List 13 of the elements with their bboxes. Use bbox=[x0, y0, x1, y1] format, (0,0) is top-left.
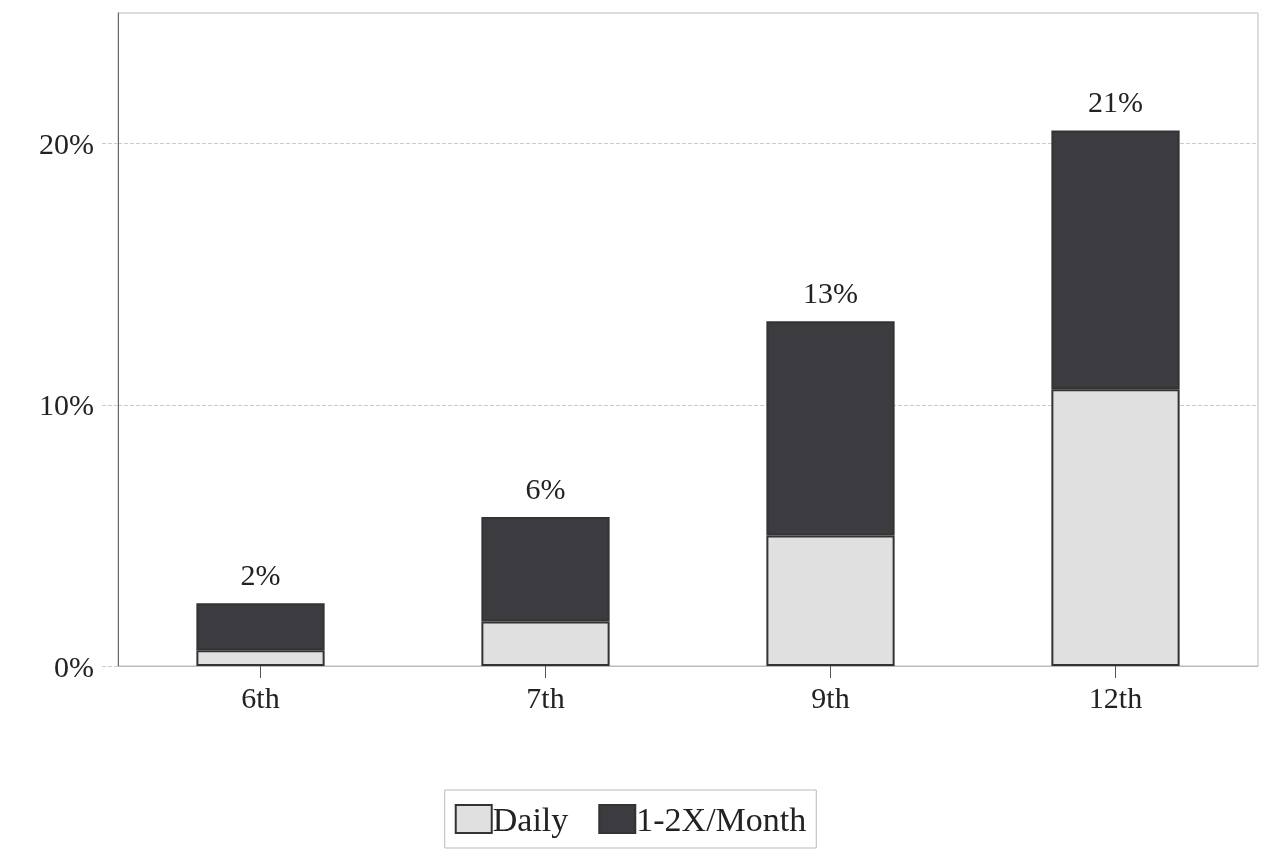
x-tick-label: 12th bbox=[1088, 680, 1143, 714]
total-label: 6% bbox=[525, 471, 566, 505]
legend-label: Daily bbox=[492, 800, 569, 838]
x-tick-label: 6th bbox=[241, 680, 280, 714]
total-label: 2% bbox=[240, 557, 281, 591]
x-tick-label: 9th bbox=[811, 680, 850, 714]
y-tick-label: 10% bbox=[39, 388, 94, 422]
x-tick-label: 7th bbox=[526, 680, 565, 714]
total-label: 13% bbox=[803, 275, 858, 309]
legend-label: 1-2X/Month bbox=[636, 800, 807, 838]
y-tick-label: 20% bbox=[39, 127, 94, 161]
y-tick-label: 0% bbox=[54, 649, 94, 683]
total-label: 21% bbox=[1088, 85, 1143, 119]
